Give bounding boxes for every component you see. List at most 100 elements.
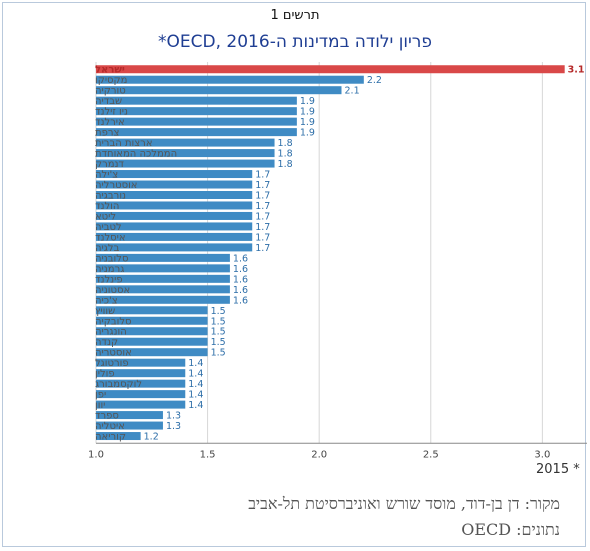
chart-title: פריון ילודה במדינות ה-OECD, 2016* [158,32,432,52]
bar [96,86,342,95]
bar [96,358,186,367]
bar [96,379,186,388]
value-label: 1.6 [233,285,248,296]
value-label: 1.8 [278,159,293,170]
value-label: 1.7 [255,222,270,233]
data-source: נתונים: OECD [461,520,560,539]
category-label: אוסטריה [95,348,132,359]
category-label: אסטוניה [95,285,130,296]
value-label: 1.5 [211,316,226,327]
bar [96,369,186,378]
bar [96,400,186,409]
bar [96,232,253,241]
x-tick-label: 1.5 [200,449,216,460]
category-label: יוון [95,400,105,411]
category-label: לוקסמבורג [95,379,142,390]
value-label: 1.6 [233,264,248,275]
value-label: 2.2 [367,75,382,86]
value-label: 1.7 [255,211,270,222]
bar [96,138,275,147]
value-label: 1.2 [144,432,159,443]
value-label: 1.3 [166,411,181,422]
bar [96,306,208,315]
category-label: אירלנד [95,117,125,128]
value-label: 1.7 [255,180,270,191]
bar [96,421,163,430]
category-label: ליטא [95,211,116,222]
category-label: נורבגיה [95,191,126,202]
value-label: 2.1 [345,86,360,97]
value-label: 1.7 [255,170,270,181]
x-tick-label: 1.0 [88,449,104,460]
category-label: טורקיה [95,86,126,97]
value-label: 1.5 [211,306,226,317]
value-label: 1.4 [188,358,203,369]
bar [96,149,275,158]
bar [96,96,297,105]
bar [96,75,364,84]
category-label: סלובניה [95,253,128,264]
source-credit: מקור: דן בן-דוד, מוסד שורש ואוניברסיטת ת… [248,494,560,513]
bar [96,295,230,304]
category-label: קוריאה [95,432,126,443]
value-label: 1.7 [255,232,270,243]
bar [96,117,297,126]
year-footnote: 2015 * [536,462,580,477]
category-label: הונגריה [95,327,127,338]
category-label: אוסטרליה [95,180,137,191]
value-label: 1.9 [300,107,315,118]
bar [96,411,163,420]
bar [96,65,565,74]
bar [96,337,208,346]
value-label: 1.7 [255,191,270,202]
category-label: צרפת [95,128,119,139]
category-label: ספרד [95,411,119,422]
value-label: 3.1 [568,65,585,76]
value-label: 1.6 [233,295,248,306]
category-label: קנדה [95,337,118,348]
value-label: 1.6 [233,253,248,264]
bar [96,191,253,199]
value-label: 1.9 [300,96,315,107]
value-label: 1.5 [211,327,226,338]
value-label: 1.4 [188,400,203,411]
category-label: צ'ילה [95,170,118,181]
bar [96,201,253,210]
value-label: 1.4 [188,379,203,390]
category-label: גרמניה [95,264,124,275]
bar [96,180,253,189]
bar [96,128,297,137]
value-label: 1.5 [211,348,226,359]
bar [96,327,208,336]
x-tick-label: 2.0 [311,449,327,460]
value-label: 1.6 [233,274,248,285]
bar [96,432,141,441]
bar [96,159,275,168]
x-tick-label: 3.0 [534,449,550,460]
value-label: 1.4 [188,369,203,380]
bar [96,222,253,231]
value-label: 1.9 [300,128,315,139]
category-label: ישראל [95,65,125,76]
category-label: דנמרק [95,159,125,170]
category-label: פולין [95,369,115,380]
category-label: מקסיקו [95,75,127,86]
bar [96,316,208,325]
category-label: הממלכה המאוחדת [95,149,177,160]
bar [96,107,297,116]
category-label: יפן [95,390,106,401]
category-label: סלובקיה [95,316,132,327]
category-label: איטליה [95,421,125,432]
category-label: ארצות הברית [95,138,153,149]
category-label: שוויץ [95,306,115,317]
bar [96,285,230,294]
category-label: ניו זילנד [95,107,128,118]
category-label: שבדיה [95,96,122,107]
category-label: לטביה [95,222,122,233]
bar [96,243,253,252]
value-label: 1.8 [278,149,293,160]
bar [96,264,230,273]
category-label: צ'כיה [95,295,118,306]
value-label: 1.3 [166,421,181,432]
